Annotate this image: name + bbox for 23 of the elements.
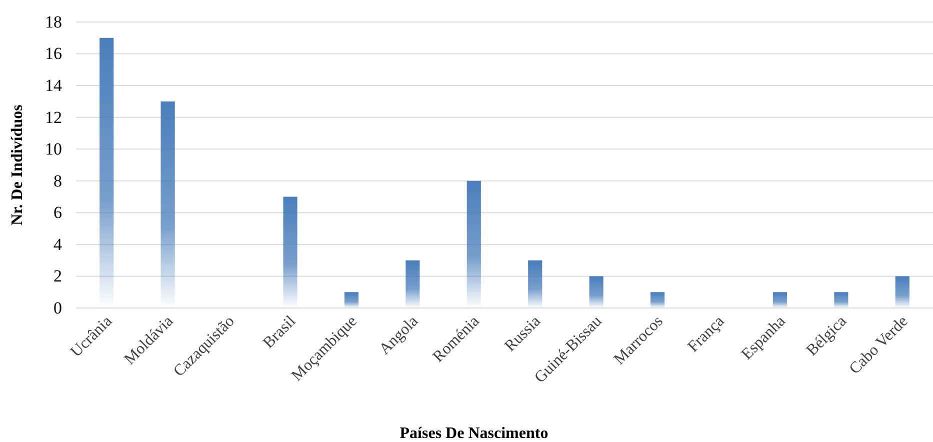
- bar: [466, 180, 481, 308]
- y-tick-label: 0: [54, 298, 62, 318]
- y-tick-label: 4: [54, 234, 62, 254]
- x-axis-title: Países De Nascimento: [400, 425, 548, 442]
- y-tick-label: 12: [45, 108, 62, 127]
- y-tick-label: 14: [45, 76, 62, 95]
- bar: [283, 196, 298, 308]
- y-axis-title: Nr. De Indivíduos: [9, 104, 26, 226]
- bar: [589, 276, 604, 308]
- bar: [650, 292, 665, 308]
- y-tick-label: 2: [54, 266, 62, 286]
- bar: [528, 260, 542, 308]
- y-tick-label: 6: [54, 203, 62, 222]
- x-tick-label: Cabo Verde: [846, 312, 912, 378]
- bar: [895, 276, 910, 308]
- bar: [772, 292, 788, 308]
- y-tick-label: 10: [45, 140, 62, 159]
- bar: [406, 260, 420, 308]
- bar: [344, 292, 359, 308]
- bar: [834, 292, 848, 308]
- y-tick-label: 18: [45, 12, 62, 32]
- y-tick-label: 16: [45, 44, 62, 64]
- y-tick-label: 8: [54, 171, 62, 190]
